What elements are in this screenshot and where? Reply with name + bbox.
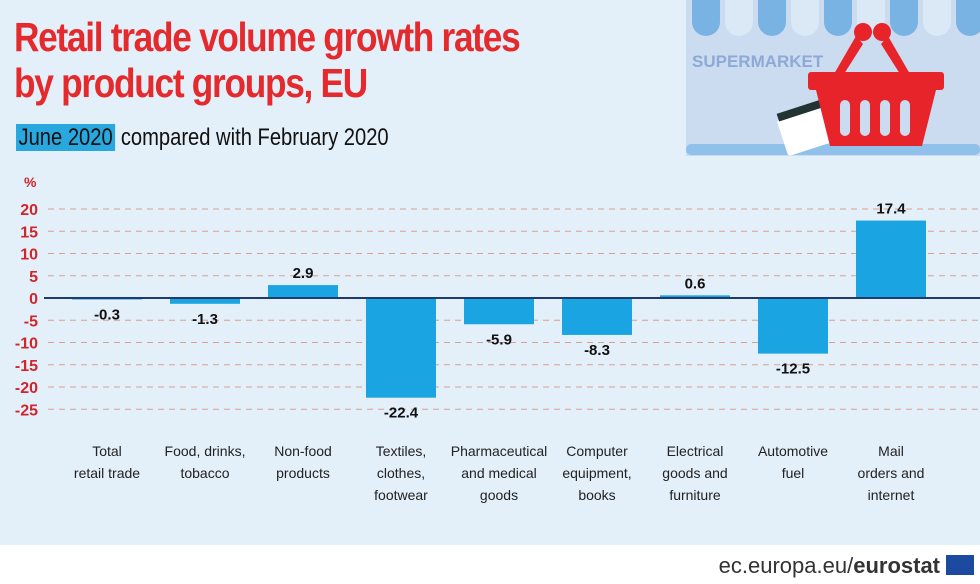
x-tick-label: Computer xyxy=(566,443,628,459)
x-tick-label: orders and xyxy=(858,465,925,481)
bar xyxy=(366,298,436,398)
bar xyxy=(856,220,926,298)
y-tick-label: -20 xyxy=(15,380,38,397)
data-label: 0.6 xyxy=(685,275,706,292)
x-tick-label: Automotive xyxy=(758,443,828,459)
y-tick-label: 5 xyxy=(29,269,38,286)
x-tick-label: fuel xyxy=(782,465,805,481)
x-tick-label: Electrical xyxy=(667,443,724,459)
data-label: -5.9 xyxy=(486,331,512,348)
data-label: 17.4 xyxy=(876,201,906,218)
y-tick-label: -10 xyxy=(15,336,38,353)
source-plain: ec.europa.eu/ xyxy=(718,553,854,578)
x-tick-label: equipment, xyxy=(562,465,631,481)
y-tick-label: -15 xyxy=(15,358,38,375)
x-tick-label: Textiles, xyxy=(376,443,427,459)
data-label: -0.3 xyxy=(94,306,120,323)
y-tick-label: 20 xyxy=(20,202,38,219)
bar xyxy=(464,298,534,325)
data-label: -1.3 xyxy=(192,311,218,328)
title-line-1: Retail trade volume growth rates xyxy=(14,14,521,60)
y-axis-unit: % xyxy=(24,174,37,190)
x-tick-label: products xyxy=(276,465,330,481)
source-bold: eurostat xyxy=(853,553,940,578)
x-tick-label: Mail xyxy=(878,443,904,459)
x-tick-label: Total xyxy=(92,443,122,459)
supermarket-sign: SUPERMARKET xyxy=(692,52,824,71)
y-tick-label: 10 xyxy=(20,247,38,264)
supermarket-illustration: SUPERMARKET xyxy=(686,0,980,156)
x-tick-label: internet xyxy=(868,487,915,503)
y-tick-label: -5 xyxy=(24,313,38,330)
x-tick-label: footwear xyxy=(374,487,428,503)
x-tick-label: goods xyxy=(480,487,518,503)
bar-chart: % 20 15 10 5 0 -5 -10 -15 -20 -25 -0.3 Total retail t… xyxy=(15,174,980,503)
data-label: 2.9 xyxy=(293,265,314,282)
x-tick-label: books xyxy=(578,487,615,503)
chart-title: Retail trade volume growth rates by prod… xyxy=(14,14,521,106)
x-tick-label: furniture xyxy=(669,487,721,503)
data-label: -8.3 xyxy=(584,342,610,359)
y-tick-label: 15 xyxy=(20,224,38,241)
data-label: -22.4 xyxy=(384,405,419,422)
subtitle-highlight: June 2020 xyxy=(16,124,116,151)
bar xyxy=(660,295,730,298)
shopping-basket-icon xyxy=(808,23,944,146)
x-tick-label: goods and xyxy=(662,465,727,481)
chart-subtitle: June 2020 compared with February 2020 xyxy=(16,124,389,152)
bar xyxy=(562,298,632,335)
x-tick-label: Pharmaceutical xyxy=(451,443,548,459)
y-tick-label: 0 xyxy=(29,291,38,308)
subtitle-rest: compared with February 2020 xyxy=(115,124,389,151)
x-tick-label: and medical xyxy=(461,465,537,481)
x-tick-label: retail trade xyxy=(74,465,140,481)
bar xyxy=(758,298,828,354)
x-tick-label: tobacco xyxy=(180,465,229,481)
bar xyxy=(268,285,338,298)
x-tick-label: Non-food xyxy=(274,443,332,459)
data-label: -12.5 xyxy=(776,361,810,378)
eu-flag-icon xyxy=(946,555,974,575)
source-link[interactable]: ec.europa.eu/eurostat xyxy=(719,553,940,579)
bar xyxy=(170,298,240,304)
y-tick-label: -25 xyxy=(15,402,38,419)
title-line-2: by product groups, EU xyxy=(14,60,368,106)
footer: ec.europa.eu/eurostat xyxy=(0,545,980,584)
x-tick-label: clothes, xyxy=(377,465,425,481)
x-tick-label: Food, drinks, xyxy=(165,443,246,459)
